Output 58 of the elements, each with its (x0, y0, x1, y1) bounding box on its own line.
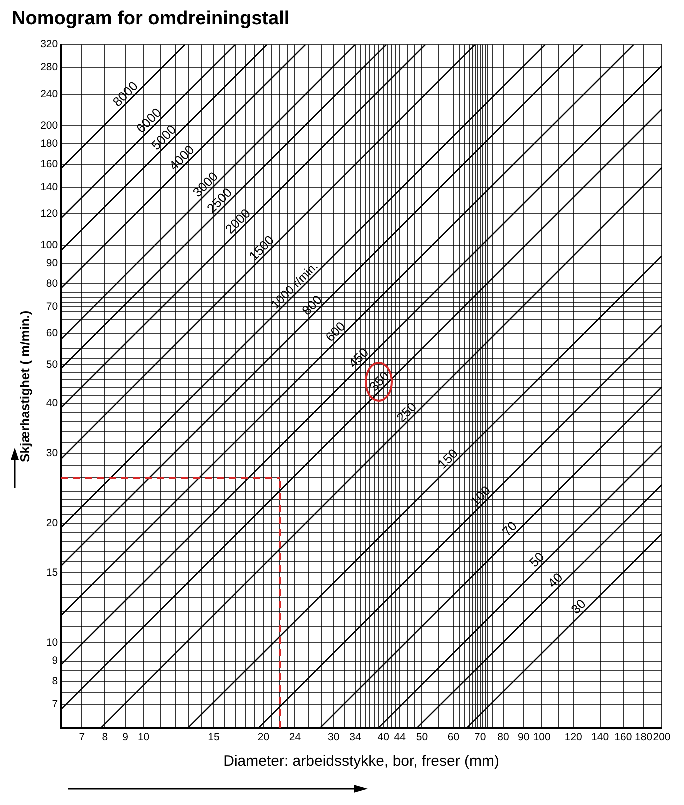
x-tick-label: 80 (498, 732, 510, 744)
x-tick-label: 70 (474, 732, 486, 744)
text: 40 (544, 570, 566, 591)
y-axis-title: Skjærhastighet ( m/min.) (17, 310, 32, 462)
x-tick-label: 10 (138, 732, 150, 744)
y-tick-label: 280 (40, 62, 58, 74)
y-tick-label: 30 (46, 447, 58, 460)
x-tick-label: 15 (208, 732, 220, 744)
x-tick-label: 9 (122, 732, 129, 744)
y-tick-label: 90 (46, 258, 58, 270)
text: 100 (468, 483, 494, 509)
y-tick-label: 8 (52, 675, 58, 688)
y-tick-label: 20 (46, 517, 58, 530)
x-tick-label: 140 (592, 732, 610, 744)
y-tick-label: 50 (46, 359, 58, 372)
y-tick-label: 320 (40, 38, 58, 51)
y-tick-label: 15 (46, 566, 58, 579)
text: 70 (499, 518, 520, 540)
y-tick-label: 80 (46, 278, 58, 290)
y-tick-label: 9 (52, 655, 58, 668)
y-tick-label: 60 (46, 328, 58, 340)
y-tick-label: 200 (40, 120, 58, 132)
text: 350 (366, 368, 392, 394)
x-tick-label: 7 (79, 732, 86, 744)
text: 600 (322, 318, 349, 345)
y-tick-label: 40 (46, 398, 58, 410)
y-tick-label: 160 (40, 158, 58, 170)
x-tick-label: 90 (518, 732, 530, 744)
y-tick-label: 7 (52, 698, 58, 711)
x-tick-label: 100 (533, 732, 552, 744)
y-tick-label: 10 (46, 636, 58, 649)
x-axis-title: Diameter: arbeidsstykke, bor, freser (mm) (224, 753, 500, 770)
x-tick-label: 120 (564, 732, 583, 744)
text: 800 (299, 292, 326, 318)
y-tick-label: 120 (40, 208, 58, 220)
x-tick-label: 44 (394, 732, 406, 744)
x-tick-label: 60 (448, 732, 460, 744)
text: 30 (568, 596, 589, 618)
x-tick-label: 34 (350, 732, 362, 744)
text: 250 (394, 399, 420, 426)
x-tick-label: 200 (653, 732, 671, 744)
x-tick-label: 180 (635, 732, 653, 744)
text: 150 (434, 446, 461, 472)
x-tick-label: 8 (102, 732, 108, 744)
y-tick-label: 240 (40, 88, 58, 100)
y-tick-label: 140 (40, 181, 58, 194)
x-tick-label: 40 (378, 732, 390, 744)
y-tick-label: 70 (46, 301, 58, 314)
x-tick-label: 20 (258, 732, 270, 744)
text: 50 (526, 549, 548, 570)
x-tick-label: 30 (328, 732, 340, 744)
x-tick-label: 50 (416, 732, 428, 744)
text: 450 (346, 345, 372, 371)
x-tick-label: 160 (614, 732, 632, 744)
chart-title: Nomogram for omdreiningstall (12, 8, 290, 30)
y-tick-label: 180 (40, 138, 58, 150)
y-tick-label: 100 (40, 239, 58, 252)
x-tick-label: 24 (289, 732, 302, 744)
